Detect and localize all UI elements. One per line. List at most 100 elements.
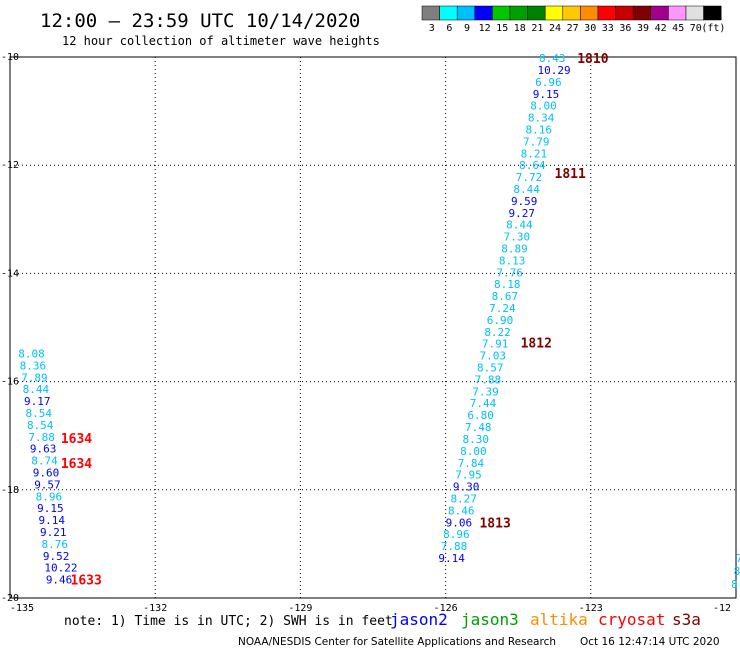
wave-height-label: 8.22 — [484, 326, 511, 339]
wave-height-label: 8.57 — [477, 362, 504, 375]
wave-height-label: 9.27 — [509, 207, 536, 220]
colorbar-swatch — [580, 5, 599, 21]
y-tick-label: -14 — [1, 268, 19, 279]
wave-height-label: 7.30 — [504, 231, 531, 244]
colorbar-label: 36 — [619, 23, 631, 34]
wave-height-label: 9.57 — [34, 478, 61, 491]
wave-height-label: 7.91 — [482, 338, 509, 351]
wave-height-label: 8.89 — [501, 243, 528, 256]
wave-height-label: 6.80 — [467, 409, 494, 422]
wave-height-label: 7.88 — [441, 540, 468, 553]
wave-height-label: 7.72 — [516, 171, 543, 184]
wave-height-label: 7.39 — [472, 385, 499, 398]
colorbar-swatch — [615, 5, 634, 21]
wave-height-label: 7 — [736, 552, 740, 565]
wave-height-label: 7.84 — [458, 457, 485, 470]
time-label: 1813 — [479, 516, 510, 531]
time-label: 1810 — [577, 52, 608, 67]
wave-height-label: 8.43 — [539, 52, 566, 65]
x-tick-label: -12 — [713, 603, 731, 614]
wave-height-label: 8. — [731, 578, 740, 591]
wave-height-label: 8.16 — [525, 123, 552, 136]
x-tick-label: -129 — [288, 603, 312, 614]
colorbar-swatch — [439, 5, 458, 21]
wave-height-label: 8.64 — [519, 159, 546, 172]
wave-height-label: 8.96 — [443, 528, 470, 541]
y-tick-label: -20 — [1, 593, 19, 604]
colorbar-swatch — [597, 5, 616, 21]
wave-height-label: 8.46 — [448, 504, 475, 517]
colorbar-label: 30 — [584, 23, 596, 34]
wave-height-label: 7.24 — [489, 302, 516, 315]
wave-height-label: 8 — [734, 565, 740, 578]
wave-height-label: 10.29 — [538, 64, 571, 77]
time-label: 1633 — [71, 574, 102, 589]
time-labels: 1810 1811 1812 1813 1634 1634 1633 — [61, 52, 609, 589]
footer-credit: NOAA/NESDIS Center for Satellite Applica… — [238, 636, 556, 648]
wave-height-label: 9.15 — [533, 88, 560, 101]
plot-frame — [9, 56, 737, 599]
wave-height-label: 8.34 — [528, 112, 555, 125]
wave-height-label: 7.44 — [470, 397, 497, 410]
y-tick-label: -18 — [1, 485, 19, 496]
wave-height-label: 8.54 — [27, 419, 54, 432]
satellite-legend: jason2 jason3 altika cryosat s3a — [390, 610, 701, 629]
colorbar-swatch — [456, 5, 476, 21]
colorbar-swatch — [492, 5, 511, 21]
wave-height-label: 8.96 — [36, 490, 63, 503]
wave-height-label: 8.44 — [506, 219, 533, 232]
wave-height-label: 6.90 — [487, 314, 514, 327]
wave-height-label: 9.52 — [43, 550, 70, 563]
time-label: 1812 — [521, 337, 552, 352]
wave-height-label: 8.44 — [23, 383, 50, 396]
wave-height-label: 8.30 — [463, 433, 490, 446]
colorbar-swatch — [562, 5, 581, 21]
wave-height-label: 7.48 — [465, 421, 492, 434]
colorbar-label: 15 — [496, 23, 508, 34]
wave-height-label: 8.18 — [494, 278, 521, 291]
time-label: 1634 — [61, 457, 92, 472]
wave-height-label: 9.17 — [24, 395, 51, 408]
wave-height-label: 9.06 — [446, 516, 473, 529]
colorbar-label: 18 — [514, 23, 526, 34]
wave-height-label: 7.03 — [479, 350, 506, 363]
satellite-legend-jason3: jason3 — [461, 610, 519, 629]
wave-height-label: 7.79 — [523, 135, 550, 148]
wave-height-label: 9.46 — [46, 574, 73, 587]
wave-height-label: 9.15 — [37, 502, 64, 515]
colorbar-label: 45 — [672, 23, 684, 34]
colorbar-label: 24 — [549, 23, 561, 34]
colorbar-label: 9 — [464, 23, 470, 34]
colorbar-label: 42 — [655, 23, 667, 34]
y-tick-label: -12 — [1, 160, 19, 171]
x-tick-label: -123 — [579, 603, 603, 614]
wave-height-label: 9.30 — [453, 481, 480, 494]
time-label: 1634 — [61, 432, 92, 447]
x-tick-label: -132 — [143, 603, 167, 614]
wave-height-label: 8.36 — [20, 359, 47, 372]
colorbar-label: (ft) — [701, 23, 725, 34]
colorbar-swatch — [650, 5, 669, 21]
wave-height-label: 8.08 — [18, 347, 45, 360]
wave-height-label: 7.89 — [21, 371, 48, 384]
grid — [10, 57, 736, 598]
wave-height-label: 8.27 — [450, 492, 477, 505]
wave-height-label: 7.88 — [475, 373, 502, 386]
y-tick-label: -10 — [1, 52, 19, 63]
satellite-legend-jason2: jason2 — [390, 610, 448, 629]
wave-height-label: 8.44 — [513, 183, 540, 196]
wave-height-label: 7.95 — [455, 469, 482, 482]
wave-height-label: 9.21 — [40, 526, 66, 539]
colorbar-swatch — [632, 5, 652, 21]
colorbar-label: 12 — [479, 23, 491, 34]
satellite-legend-s3a: s3a — [672, 610, 701, 629]
colorbar-swatch — [421, 5, 440, 21]
time-label: 1811 — [555, 167, 586, 182]
colorbar-label: 70 — [690, 23, 702, 34]
satellite-legend-altika: altika — [530, 610, 588, 629]
wave-height-label: 8.00 — [530, 100, 557, 113]
wave-height-label: 10.22 — [44, 562, 77, 575]
colorbar-swatch — [703, 5, 722, 21]
x-tick-label: -126 — [434, 603, 458, 614]
